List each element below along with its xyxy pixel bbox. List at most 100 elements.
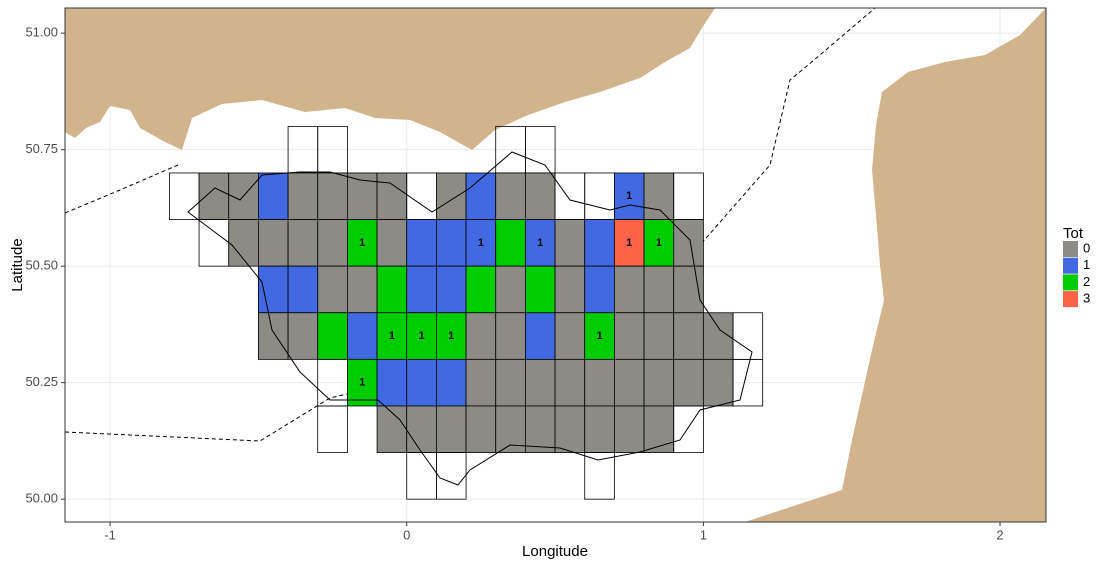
cell-label: 1 [359, 237, 365, 249]
grid-cell [377, 405, 407, 453]
grid-cell [228, 219, 259, 267]
grid-cell [199, 172, 229, 220]
grid-cell [555, 266, 585, 313]
cell-label: 1 [537, 237, 543, 249]
cell-frame [673, 405, 704, 453]
cell-frame [169, 172, 200, 220]
grid-cell [406, 219, 437, 267]
grid-cell [377, 172, 407, 220]
cell-frame [554, 172, 586, 220]
cell-frame [584, 172, 615, 220]
grid-cell [317, 172, 348, 220]
legend-key [1063, 291, 1078, 308]
grid-cell [673, 359, 704, 406]
cell-frame [584, 452, 615, 500]
grid-cell [436, 266, 467, 313]
grid-cell [288, 266, 318, 313]
grid-cell [495, 266, 526, 313]
grid-cell [644, 312, 674, 360]
grid-cell [258, 172, 289, 220]
grid-cell [347, 359, 378, 406]
grid-cell [614, 172, 645, 220]
cell-frame [732, 312, 764, 360]
grid-cell [436, 219, 467, 267]
grid-cell [288, 172, 318, 220]
grid-cell [317, 312, 348, 360]
grid-cell [555, 312, 585, 360]
grid-cell [406, 266, 437, 313]
x-tick-label: 1 [700, 527, 707, 542]
x-tick-label: 2 [996, 527, 1003, 542]
grid-cell [377, 312, 407, 360]
grid-cell [525, 172, 556, 220]
grid-cell [288, 219, 318, 267]
cell-frame [406, 172, 437, 220]
grid-cell [555, 359, 585, 406]
grid-cell [644, 172, 674, 220]
grid-cell [673, 219, 704, 267]
grid-cell [377, 359, 407, 406]
cell-label: 1 [626, 237, 632, 249]
y-tick-label: 50.00 [25, 491, 58, 506]
x-tick-label: 0 [403, 527, 410, 542]
legend-key [1063, 257, 1078, 274]
grid-cell [614, 266, 645, 313]
cell-label: 1 [596, 330, 602, 342]
legend-key [1063, 241, 1078, 257]
y-axis-title: Latitude [9, 238, 26, 291]
legend-title: Tot [1063, 225, 1084, 242]
grid-cell [436, 405, 467, 453]
legend-label: 0 [1083, 240, 1090, 255]
y-tick-label: 50.25 [25, 374, 58, 389]
cell-label: 1 [626, 190, 632, 202]
legend-label: 2 [1083, 274, 1090, 289]
cell-label: 1 [656, 237, 662, 249]
grid-cell [525, 312, 556, 360]
grid-cell [288, 312, 318, 360]
grid-cell [495, 219, 526, 267]
grid-cell [466, 219, 496, 267]
y-tick-label: 51.00 [25, 25, 58, 40]
grid-cell [495, 172, 526, 220]
x-axis-title: Longitude [522, 543, 588, 560]
grid-cell [644, 266, 674, 313]
grid-cell [525, 359, 556, 406]
grid-cell [317, 266, 348, 313]
x-tick-label: -1 [104, 527, 116, 542]
grid-cell [258, 219, 289, 267]
grid-cell [644, 219, 674, 267]
grid-cell [377, 219, 407, 267]
grid-cell [436, 312, 467, 360]
england-coast [65, 8, 715, 150]
cell-frame [406, 452, 437, 500]
legend-label: 3 [1083, 291, 1090, 306]
grid-cell [644, 359, 674, 406]
grid-cell [466, 266, 496, 313]
cell-label: 1 [359, 377, 365, 389]
grid-cell [347, 266, 378, 313]
grid-cell [614, 405, 645, 453]
cell-frame [317, 405, 348, 453]
grid-cell [703, 359, 734, 406]
grid-cell [406, 405, 437, 453]
grid-cell [466, 312, 496, 360]
grid-cell [258, 312, 289, 360]
grid-cell [377, 266, 407, 313]
france-coast [745, 8, 1046, 522]
cell-label: 1 [389, 330, 395, 342]
grid-cell [584, 359, 615, 406]
cell-frame [435, 452, 467, 500]
grid-cell [555, 405, 585, 453]
grid-cell [584, 312, 615, 360]
y-tick-label: 50.75 [25, 141, 58, 156]
grid-cell [555, 219, 585, 267]
grid-cell [614, 359, 645, 406]
survey-outline [187, 151, 753, 486]
grid-cell [525, 219, 556, 267]
boundary-line [65, 164, 179, 214]
grid-cell [525, 266, 556, 313]
grid-cell [584, 266, 615, 313]
cell-frame [673, 172, 704, 220]
